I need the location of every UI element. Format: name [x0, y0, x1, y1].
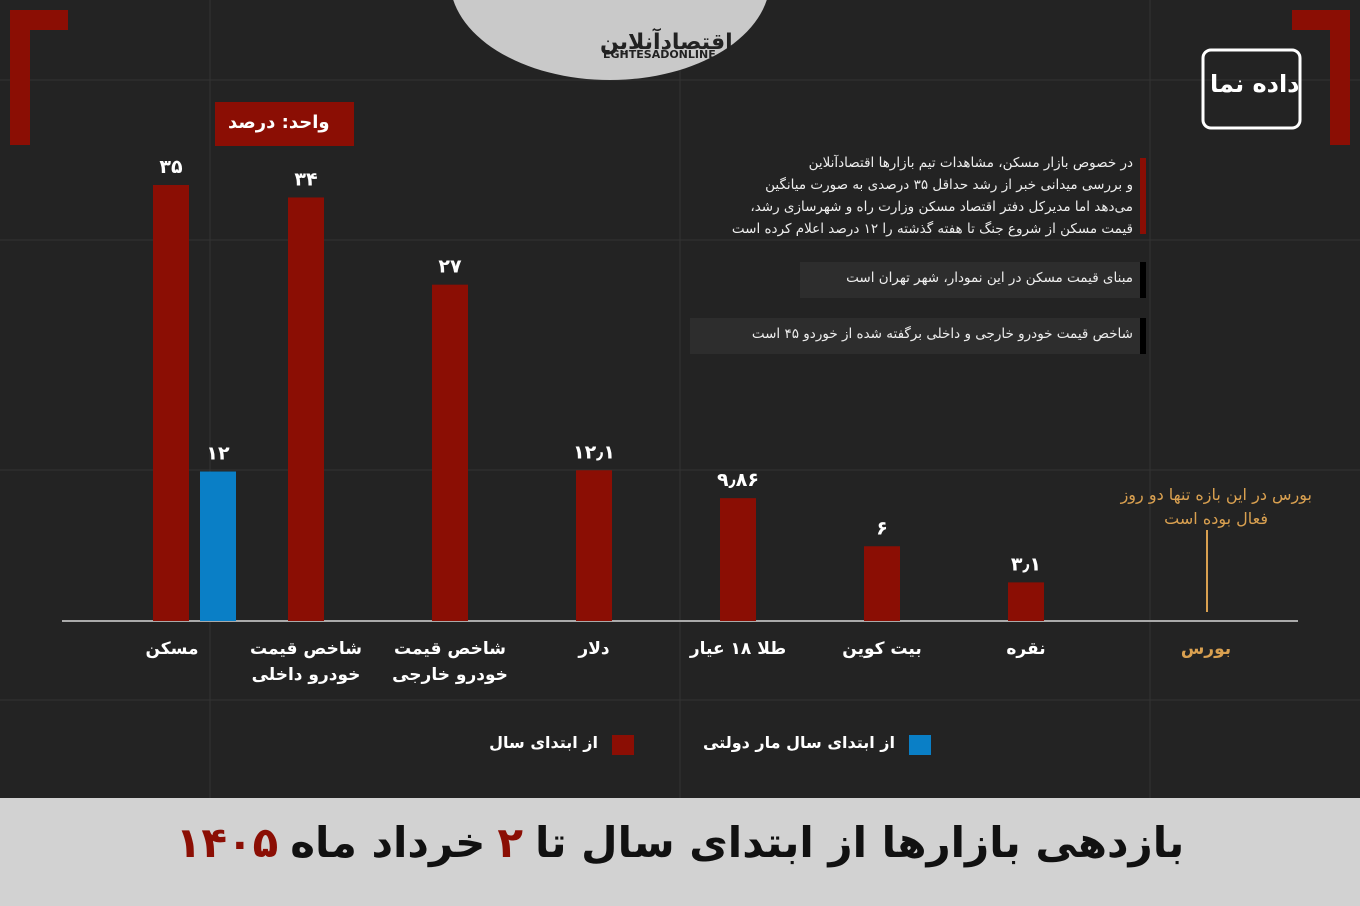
bar — [864, 546, 900, 621]
value-label: ۱۲٫۱ — [573, 441, 615, 463]
note-box — [690, 318, 1145, 354]
title-part: ۱۴۰۵ — [175, 818, 279, 867]
value-label: ۳۵ — [159, 156, 183, 178]
chart-title: بازدهی بازارها از ابتدای سال تا۲خرداد ما… — [0, 818, 1360, 867]
unit-box — [215, 102, 354, 146]
x-tick-label: بیت کوین — [842, 639, 922, 659]
value-label: ۹٫۸۶ — [717, 469, 759, 491]
title-part: بازدهی بازارها از ابتدای سال تا — [535, 818, 1185, 867]
value-label: ۱۲ — [206, 443, 230, 465]
note-bar — [1140, 318, 1146, 354]
bar — [153, 185, 189, 621]
corner-bracket — [10, 10, 68, 145]
note-bar — [1140, 158, 1146, 234]
x-tick-label: شاخص قیمت خودرو داخلی — [250, 639, 362, 685]
logo-name: اقتصادآنلاین — [600, 30, 733, 55]
value-label: ۲۷ — [438, 256, 462, 278]
value-label: ۶ — [876, 517, 888, 539]
note-text: می‌دهد اما مدیرکل دفتر اقتصاد مسکن وزارت… — [750, 199, 1133, 215]
bar — [720, 498, 756, 621]
note-bar — [1140, 262, 1146, 298]
x-tick-label: بورس — [1180, 639, 1232, 659]
unit-label: واحد: درصد — [228, 112, 330, 133]
x-tick-label: دلار — [578, 639, 610, 659]
bar — [200, 471, 236, 621]
legend-label: از ابتدای سال مار دولتی — [702, 733, 895, 752]
bar — [288, 197, 324, 621]
legend-swatch — [909, 735, 931, 755]
logo-disc — [453, 0, 767, 80]
x-tick-label: مسکن — [145, 639, 199, 659]
note-text: قیمت مسکن از شروع جنگ تا هفته گذشته را ۱… — [731, 221, 1133, 237]
title-part: خرداد ماه — [290, 818, 486, 867]
x-tick-label: شاخص قیمت خودرو خارجی — [392, 639, 508, 685]
brand: داده نما — [1210, 70, 1300, 98]
note-text: در خصوص بازار مسکن، مشاهدات تیم بازارها … — [808, 155, 1133, 171]
annotation: بورس در این بازه تنها دو روز — [1120, 485, 1312, 504]
value-label: ۳۴ — [294, 168, 317, 190]
bar — [1008, 582, 1044, 621]
corner-bracket — [1292, 10, 1350, 145]
logo-latin: EGHTESADONLINE — [603, 48, 716, 61]
x-tick-label: نقره — [1006, 639, 1046, 659]
legend-label: از ابتدای سال — [489, 733, 598, 752]
brand-frame — [1201, 48, 1302, 130]
bar — [576, 470, 612, 621]
title-part: ۲ — [497, 818, 523, 867]
note-text: و بررسی میدانی خبر از رشد حداقل ۳۵ درصدی… — [765, 177, 1133, 193]
note-box — [800, 262, 1145, 298]
note-text: شاخص قیمت خودرو خارجی و داخلی برگفته شده… — [751, 326, 1133, 342]
annotation: فعال بوده است — [1164, 509, 1268, 528]
value-label: ۳٫۱ — [1011, 553, 1041, 575]
x-tick-label: طلا ۱۸ عیار — [689, 639, 787, 659]
note-text: مبنای قیمت مسکن در این نمودار، شهر تهران… — [846, 270, 1133, 286]
title-band — [0, 798, 1360, 906]
bar — [432, 284, 468, 621]
legend-swatch — [612, 735, 634, 755]
background-grid — [0, 0, 1360, 798]
